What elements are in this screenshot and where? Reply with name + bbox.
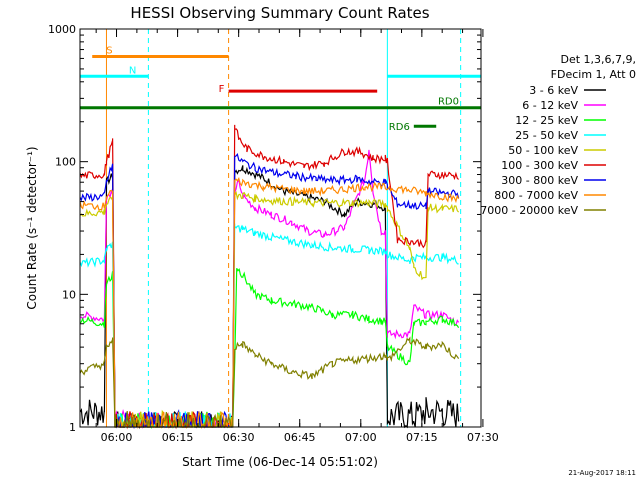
series-line-8: [79, 336, 460, 429]
legend: 3 - 6 keV 6 - 12 keV 12 - 25 keV 25 - 50 ke…: [480, 84, 606, 217]
legend-label-2: 12 - 25 keV: [515, 114, 578, 127]
x-tick-label: 06:00: [101, 431, 133, 444]
legend-header-line-1: Det 1,3,6,7,9,: [560, 53, 636, 66]
legend-label-6: 300 - 800 keV: [501, 174, 578, 187]
flag-label-0: S: [106, 46, 112, 57]
x-axis-label: Start Time (06-Dec-14 05:51:02): [182, 455, 378, 469]
axes-layer: 1 10 100 1000 06:00 06:15 06:30 06:45 07:00 07:15…: [48, 23, 499, 444]
x-tick-label: 07:30: [467, 431, 499, 444]
legend-label-4: 50 - 100 keV: [508, 144, 578, 157]
legend-header-line-2: FDecim 1, Att 0: [551, 68, 636, 81]
legend-label-5: 100 - 300 keV: [501, 159, 578, 172]
x-tick-label: 06:15: [162, 431, 194, 444]
legend-label-7: 800 - 7000 keV: [494, 189, 578, 202]
series-line-1: [79, 149, 460, 429]
x-tick-label: 06:45: [284, 431, 316, 444]
x-tick-label: 06:30: [223, 431, 255, 444]
series-line-7: [79, 176, 460, 430]
x-tick-label: 07:00: [345, 431, 377, 444]
series-line-5: [79, 124, 459, 430]
y-tick-label: 1: [69, 421, 76, 434]
legend-label-0: 3 - 6 keV: [529, 84, 578, 97]
chart-title: HESSI Observing Summary Count Rates: [130, 4, 429, 22]
series-line-6: [79, 152, 460, 429]
y-tick-label: 1000: [48, 23, 76, 36]
y-axis-label: Count Rate (s⁻¹ detector⁻¹): [25, 146, 39, 309]
flag-label-5: RD6: [389, 122, 410, 133]
flag-label-1: N: [129, 65, 136, 76]
legend-label-8: 7000 - 20000 keV: [480, 204, 578, 217]
plot-frame: [79, 28, 482, 428]
series-line-4: [79, 190, 460, 430]
series-line-3: [79, 223, 459, 429]
legend-label-1: 6 - 12 keV: [522, 99, 578, 112]
flag-label-4: RD0: [438, 97, 459, 108]
y-tick-label: 10: [62, 288, 76, 301]
x-tick-label: 07:15: [406, 431, 438, 444]
plot-data-layer: S N F RD0 RD6: [79, 29, 481, 430]
legend-label-3: 25 - 50 keV: [515, 129, 578, 142]
flag-label-2: F: [219, 84, 225, 95]
y-tick-label: 100: [55, 156, 76, 169]
timestamp: 21-Aug-2017 18:11: [568, 469, 636, 477]
